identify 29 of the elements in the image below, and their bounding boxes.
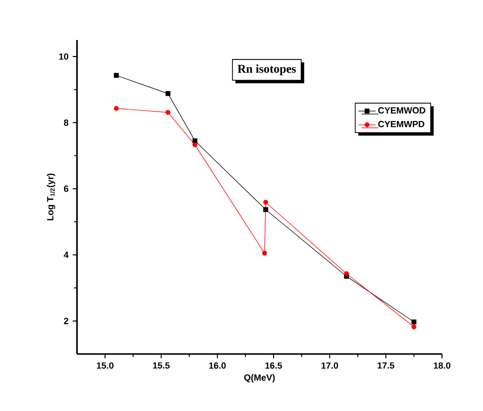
point [263, 200, 268, 205]
x-tick-label: 17.5 [378, 362, 394, 369]
x-tick-label: 15.5 [153, 362, 170, 369]
x-tick-label: 15.0 [96, 362, 114, 369]
point [344, 271, 349, 276]
text: Rn isotopes [238, 64, 296, 76]
legend-label: CYEMWPD [378, 120, 424, 128]
point [192, 138, 198, 144]
point [411, 324, 416, 330]
point [263, 207, 268, 212]
point [262, 250, 267, 256]
point [166, 110, 170, 115]
x-tick-label: 17.0 [322, 362, 338, 369]
y-tick-label: 8 [64, 119, 68, 126]
y-tick-label: 10 [59, 53, 68, 60]
point [114, 106, 119, 111]
y-tick-label: 6 [64, 186, 68, 192]
y-tick-label: 4 [64, 252, 69, 258]
point [166, 91, 170, 96]
y-tick-label: 2 [64, 318, 68, 324]
y-axis-title: Log T$_{1/2}$(yr) [46, 174, 56, 220]
x-tick-label: 16.5 [265, 362, 282, 369]
point [192, 142, 198, 148]
x-tick-label: 18.0 [434, 362, 450, 369]
x-tick-label: 16.0 [209, 362, 226, 369]
point [114, 72, 119, 78]
legend-label: CYEMWOD [378, 107, 426, 114]
point [411, 320, 416, 324]
x-axis-title: Q(MeV) [244, 374, 275, 383]
